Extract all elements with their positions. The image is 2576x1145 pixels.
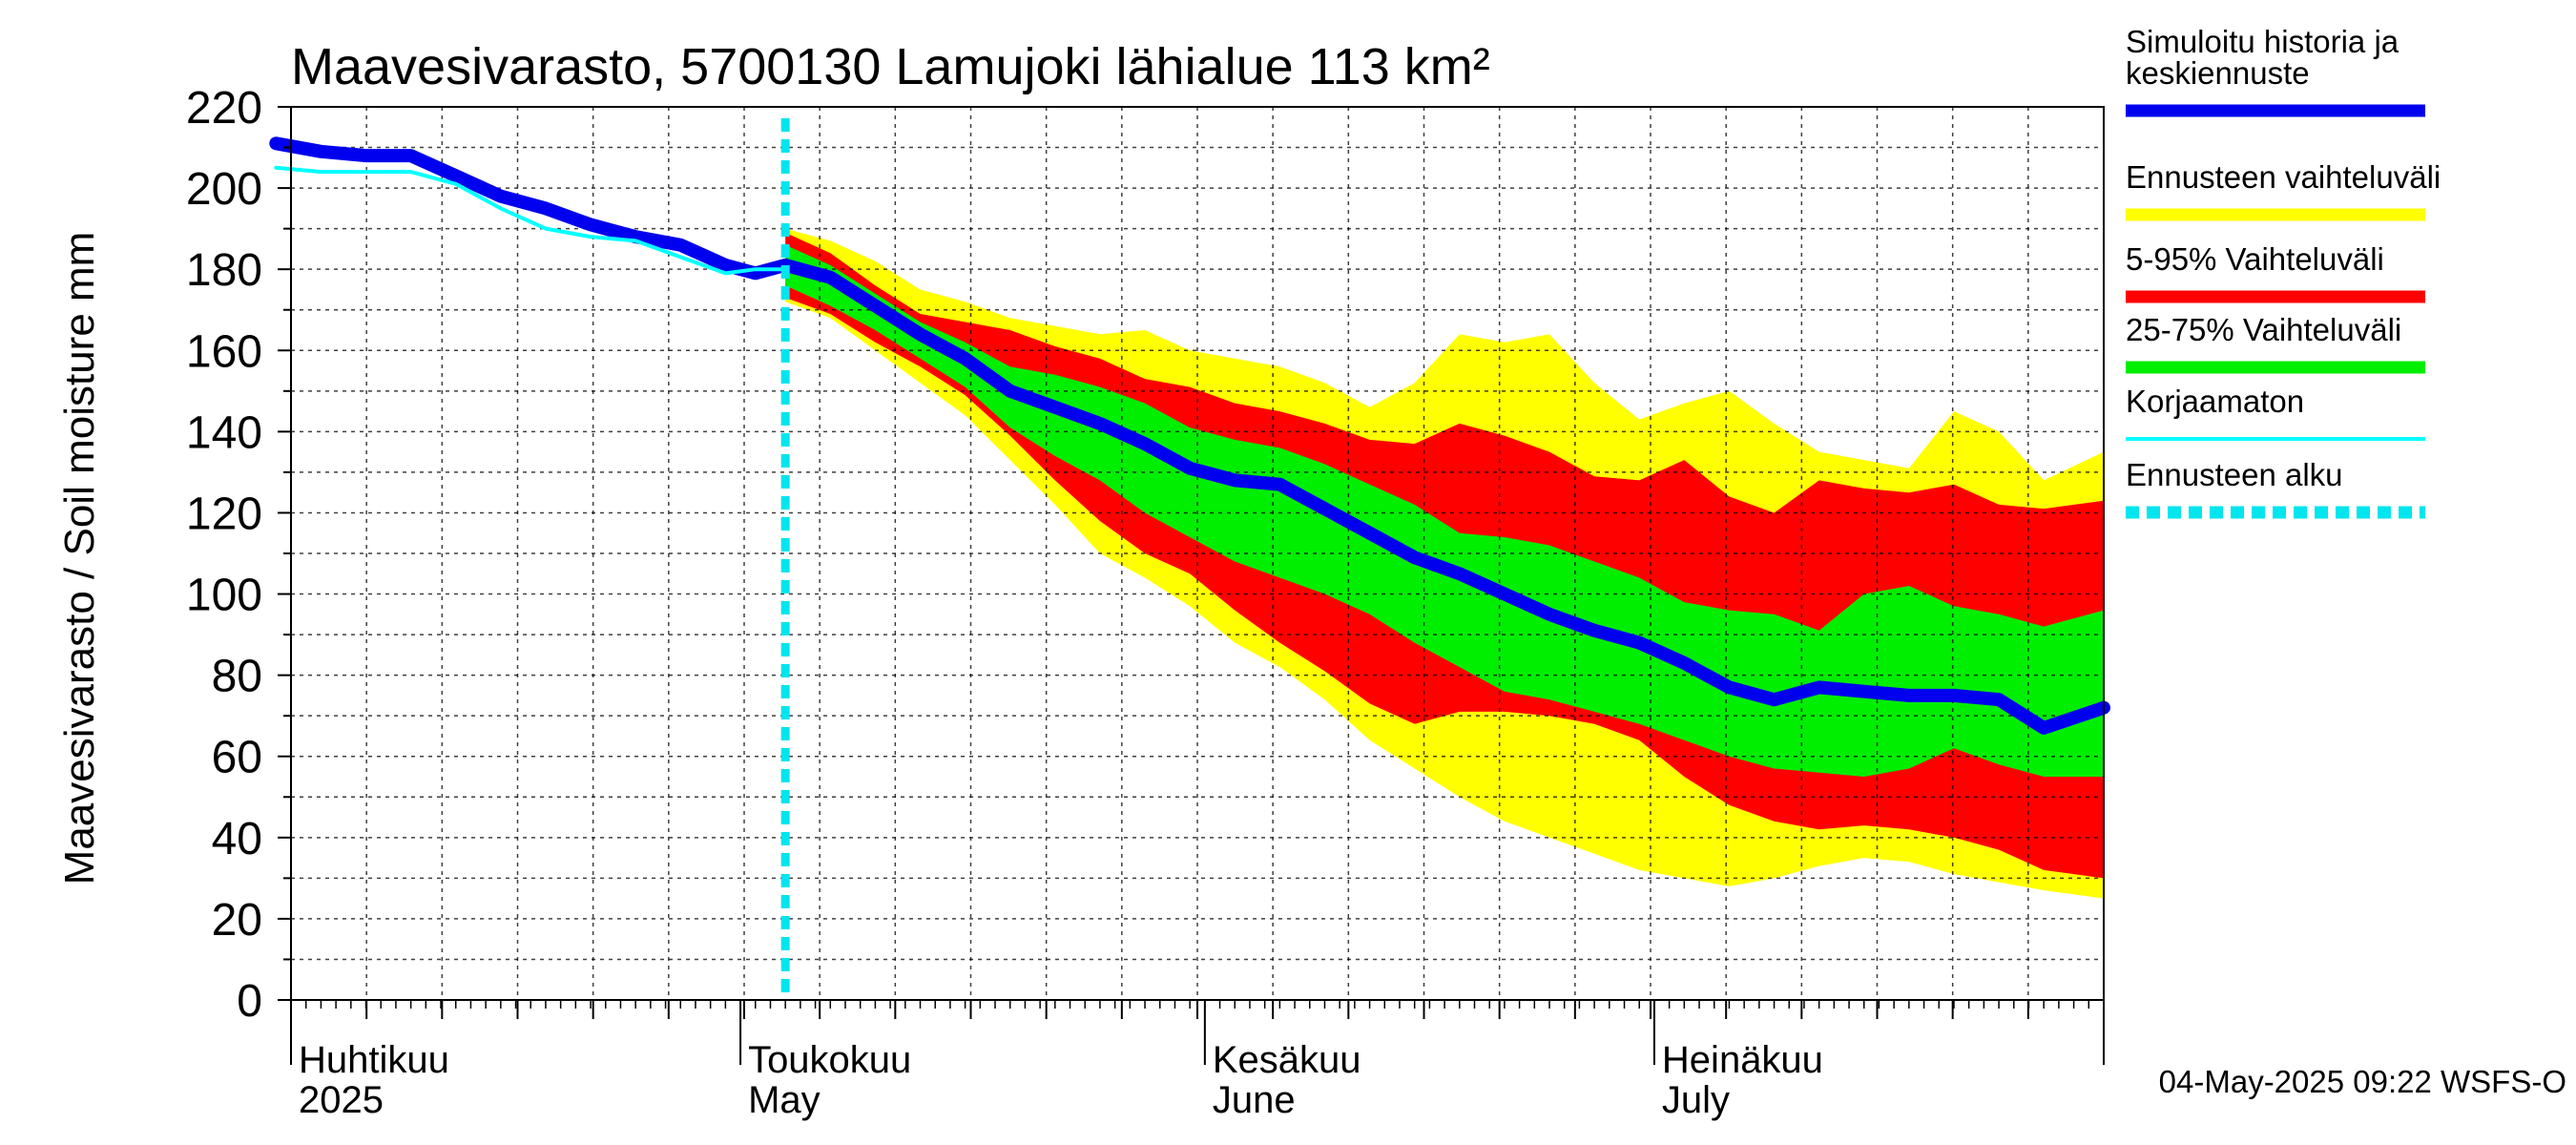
- legend-label: Korjaamaton: [2126, 384, 2304, 419]
- band-25-75: [785, 244, 2105, 777]
- legend-item: 25-75% Vaihteluväli: [2126, 312, 2425, 374]
- month-label-fi: Toukokuu: [748, 1039, 911, 1081]
- y-tick-label: 220: [186, 83, 262, 134]
- y-tick-label: 140: [186, 407, 262, 458]
- series-layer: [269, 118, 2110, 1000]
- y-tick-label: 40: [212, 814, 262, 864]
- y-tick-label: 180: [186, 245, 262, 296]
- month-label-en: 2025: [299, 1079, 384, 1121]
- month-label-en: June: [1213, 1079, 1296, 1121]
- legend-item: Korjaamaton: [2126, 384, 2425, 441]
- y-tick-label: 120: [186, 489, 262, 539]
- y-tick-label: 200: [186, 164, 262, 215]
- legend-item: Ennusteen alku: [2126, 457, 2425, 519]
- month-label-fi: Kesäkuu: [1213, 1039, 1361, 1081]
- axis-layer: 0 20 40 60 80 100 120 140 160 180 200 220 Huhtikuu20…: [186, 83, 2105, 1121]
- month-label-fi: Heinäkuu: [1662, 1039, 1823, 1081]
- legend-item: Ennusteen vaihteluväli: [2126, 159, 2441, 221]
- legend-label: Simuloitu historia ja: [2126, 24, 2399, 59]
- legend-item: 5-95% Vaihteluväli: [2126, 241, 2425, 303]
- grid-layer: [291, 107, 2104, 1000]
- y-tick-label: 160: [186, 326, 262, 377]
- footer-timestamp: 04-May-2025 09:22 WSFS-O: [2159, 1064, 2566, 1099]
- y-tick-label: 80: [212, 652, 262, 702]
- legend-label: 25-75% Vaihteluväli: [2126, 312, 2401, 347]
- month-label-fi: Huhtikuu: [299, 1039, 449, 1081]
- y-tick-label: 60: [212, 733, 262, 783]
- series-line-simulated-mean: [269, 136, 2110, 735]
- y-tick-label: 0: [237, 976, 262, 1027]
- month-label-en: July: [1662, 1079, 1730, 1121]
- y-tick-label: 100: [186, 571, 262, 621]
- legend-label: Ennusteen alku: [2126, 457, 2343, 492]
- legend-label: Ennusteen vaihteluväli: [2126, 159, 2441, 195]
- chart-title: Maavesivarasto, 5700130 Lamujoki lähialu…: [291, 38, 1490, 95]
- y-tick-label: 20: [212, 895, 262, 946]
- legend-label: 5-95% Vaihteluväli: [2126, 241, 2384, 277]
- legend-label: keskiennuste: [2126, 55, 2310, 91]
- y-axis-label: Maavesivarasto / Soil moisture mm: [56, 232, 103, 885]
- month-label-en: May: [748, 1079, 821, 1121]
- series-line-uncorrected: [274, 165, 788, 276]
